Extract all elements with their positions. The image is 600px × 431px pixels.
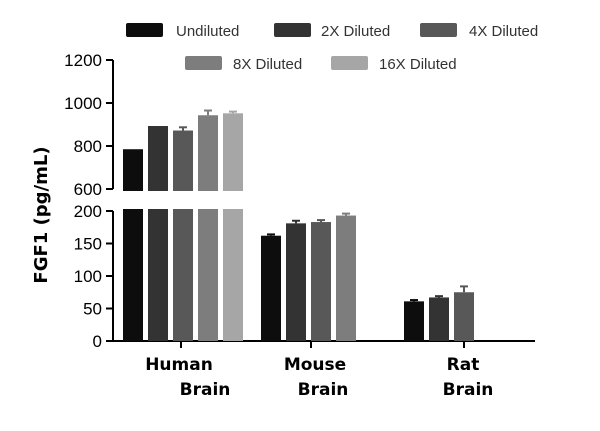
bar-2x-diluted-1 bbox=[286, 223, 306, 341]
legend-swatch bbox=[420, 23, 457, 37]
bar-2x-diluted-0 bbox=[148, 126, 168, 341]
legend-item: 16X Diluted bbox=[331, 56, 457, 73]
legend-label: 2X Diluted bbox=[321, 23, 390, 40]
legend-label: Undiluted bbox=[176, 23, 239, 40]
y-axis-title: FGF1 (pg/mL) bbox=[31, 146, 52, 283]
category-label: Brain bbox=[298, 380, 349, 400]
bar-4x-diluted-2 bbox=[454, 292, 474, 341]
bar-4x-diluted-0 bbox=[173, 130, 193, 341]
legend-item: Undiluted bbox=[126, 23, 239, 40]
legend-label: 16X Diluted bbox=[379, 56, 457, 73]
bar-undiluted-1 bbox=[261, 235, 281, 341]
y-upper-tick-label: 1000 bbox=[64, 94, 102, 113]
legend-swatch bbox=[185, 56, 222, 70]
y-upper-tick-label: 800 bbox=[74, 137, 102, 156]
bar-undiluted-0 bbox=[123, 149, 143, 341]
legend-label: 8X Diluted bbox=[233, 56, 302, 73]
bar-2x-diluted-2 bbox=[429, 297, 449, 341]
bar-16x-diluted-0 bbox=[223, 113, 243, 341]
legend-swatch bbox=[274, 23, 311, 37]
legend: Undiluted 2X Diluted 4X Diluted 8X Diluted 1… bbox=[126, 23, 538, 73]
category-label: Rat bbox=[447, 355, 480, 375]
y-lower-tick-label: 100 bbox=[74, 267, 102, 286]
axes: 600 800 1000 1200 0 50 100 150 200 Human Brain Mous… bbox=[64, 51, 535, 400]
legend-label: 4X Diluted bbox=[469, 23, 538, 40]
y-lower-tick-label: 0 bbox=[93, 332, 102, 351]
bar-undiluted-2 bbox=[404, 301, 424, 341]
legend-item: 8X Diluted bbox=[185, 56, 302, 73]
legend-item: 2X Diluted bbox=[274, 23, 390, 40]
legend-swatch bbox=[126, 23, 163, 37]
y-lower-tick-label: 200 bbox=[74, 202, 102, 221]
category-label: Mouse bbox=[284, 355, 346, 375]
bar-8x-diluted-1 bbox=[336, 215, 356, 341]
y-upper-tick-label: 1200 bbox=[64, 51, 102, 70]
y-lower-tick-label: 150 bbox=[74, 235, 102, 254]
category-label: Human bbox=[145, 355, 213, 375]
legend-item: 4X Diluted bbox=[420, 23, 538, 40]
bars bbox=[103, 109, 474, 341]
legend-swatch bbox=[331, 56, 368, 70]
category-label: Brain bbox=[180, 380, 231, 400]
category-label: Brain bbox=[443, 380, 494, 400]
axis-break-gap bbox=[103, 191, 363, 209]
bar-8x-diluted-0 bbox=[198, 115, 218, 341]
y-lower-tick-label: 50 bbox=[83, 300, 102, 319]
y-upper-tick-label: 600 bbox=[74, 180, 102, 199]
bar-4x-diluted-1 bbox=[311, 222, 331, 341]
